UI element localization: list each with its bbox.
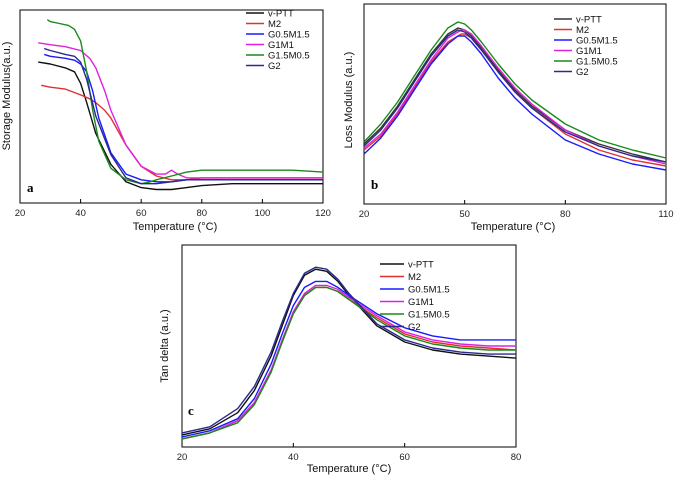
plot-area-a — [19, 9, 324, 204]
x-axis-title-a: Temperature (°C) — [133, 221, 217, 233]
legend-label: G1M1 — [576, 46, 602, 57]
legend-label: v-PTT — [576, 15, 602, 26]
x-tick-label: 40 — [288, 452, 299, 463]
chart-panel-a: 20 40 60 80 100 120 a Temperature (°C) Storag… — [1, 9, 331, 234]
series-line-G1.5M0.5 — [181, 286, 516, 440]
xticks-group-a: 20 40 60 80 100 120 — [15, 199, 331, 219]
series-line-G0.5M1.5 — [181, 280, 516, 438]
series-line-G1.5M0.5 — [46, 19, 324, 185]
plot-area-b — [363, 3, 667, 205]
chart-panel-b: 20 50 80 110 b Temperature (°C) Loss Modulu… — [343, 3, 674, 233]
x-tick-label: 20 — [359, 209, 370, 220]
legend-label: G2 — [576, 67, 589, 78]
series-line-G1.5M0.5 — [363, 21, 667, 159]
x-tick-label: 80 — [511, 452, 522, 463]
panel-label-a: a — [27, 180, 34, 195]
series-group-b — [363, 21, 667, 171]
series-line-G2 — [181, 266, 516, 434]
series-line-G2 — [43, 47, 323, 185]
x-axis-title-c: Temperature (°C) — [307, 463, 391, 475]
y-axis-title-c: Tan delta (a.u.) — [159, 309, 171, 382]
x-tick-label: 100 — [254, 208, 270, 219]
legend-label: v-PTT — [408, 260, 434, 271]
legend-label: G1.5M0.5 — [576, 57, 618, 68]
x-tick-label: 40 — [75, 208, 86, 219]
legend-label: M2 — [268, 19, 281, 30]
panel-label-b: b — [371, 177, 378, 192]
chart-panel-c: 20 40 60 80 c Temperature (°C) Tan delta (a… — [159, 244, 522, 475]
panel-label-c: c — [188, 403, 194, 418]
x-tick-label: 80 — [197, 208, 208, 219]
x-tick-label: 80 — [560, 209, 571, 220]
x-tick-label: 60 — [136, 208, 147, 219]
series-line-v-PTT — [181, 268, 517, 436]
series-line-G0.5M1.5 — [363, 35, 667, 171]
x-tick-label: 110 — [658, 209, 673, 220]
legend-label: G1M1 — [268, 40, 294, 51]
xticks-group-b: 20 50 80 110 — [359, 200, 674, 220]
x-tick-label: 20 — [177, 452, 188, 463]
xticks-group-c: 20 40 60 80 — [177, 443, 522, 463]
series-line-v-PTT — [38, 61, 323, 191]
x-tick-label: 60 — [399, 452, 410, 463]
legend-label: G0.5M1.5 — [268, 30, 310, 41]
series-line-G1M1 — [363, 29, 667, 165]
legend-label: G2 — [268, 61, 281, 72]
legend-label: G0.5M1.5 — [576, 36, 618, 47]
y-axis-title-a: Storage Modulus(a.u.) — [1, 42, 13, 151]
x-tick-label: 50 — [459, 209, 470, 220]
legend-label: G1.5M0.5 — [268, 51, 310, 62]
x-axis-title-b: Temperature (°C) — [471, 221, 555, 233]
legend-label: v-PTT — [268, 9, 294, 20]
legend-label: G0.5M1.5 — [408, 285, 450, 296]
series-line-G1M1 — [181, 284, 516, 440]
legend-label: M2 — [576, 25, 589, 36]
y-axis-title-b: Loss Modulus (a.u.) — [343, 52, 355, 149]
series-group-a — [38, 19, 324, 191]
legend-label: G1.5M0.5 — [408, 310, 450, 321]
x-tick-label: 120 — [315, 208, 331, 219]
series-line-G2 — [363, 29, 667, 163]
legend-label: M2 — [408, 272, 421, 283]
x-tick-label: 20 — [15, 208, 26, 219]
series-group-c — [181, 266, 517, 440]
legend-label: G1M1 — [408, 297, 434, 308]
legend-label: G2 — [408, 322, 421, 333]
